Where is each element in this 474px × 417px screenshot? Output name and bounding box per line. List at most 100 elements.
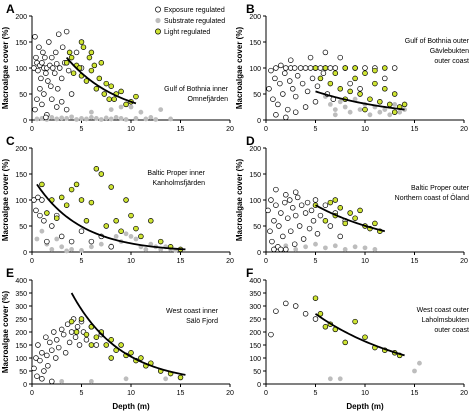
data-point bbox=[39, 181, 45, 188]
series-exposure bbox=[266, 49, 398, 121]
data-point bbox=[289, 86, 296, 92]
x-tick-label: 15 bbox=[177, 126, 185, 133]
data-point bbox=[273, 186, 279, 193]
panel-letter: D bbox=[246, 134, 255, 148]
data-point bbox=[74, 324, 81, 330]
data-point bbox=[312, 295, 319, 301]
panel-title-line: West coast inner bbox=[166, 308, 219, 315]
data-point bbox=[297, 65, 304, 71]
data-point bbox=[271, 218, 277, 224]
y-tick-label: 50 bbox=[19, 92, 27, 99]
data-point bbox=[68, 186, 75, 193]
data-point bbox=[401, 101, 408, 108]
data-point bbox=[148, 115, 154, 120]
data-point bbox=[31, 65, 37, 71]
data-point bbox=[280, 91, 286, 97]
data-point bbox=[108, 355, 114, 361]
data-point bbox=[352, 244, 358, 250]
data-point bbox=[308, 207, 315, 214]
data-point bbox=[35, 194, 41, 201]
data-point bbox=[327, 199, 334, 206]
legend-label: Substrate regulated bbox=[164, 18, 225, 25]
data-point bbox=[273, 202, 279, 208]
data-point bbox=[88, 238, 95, 245]
data-point bbox=[299, 80, 306, 87]
data-point bbox=[302, 104, 309, 110]
data-point bbox=[53, 49, 59, 56]
data-point bbox=[312, 197, 319, 203]
data-point bbox=[108, 244, 114, 250]
data-point bbox=[282, 199, 288, 206]
data-point bbox=[59, 115, 65, 121]
data-point bbox=[304, 199, 311, 206]
y-tick-label: 50 bbox=[253, 369, 261, 376]
data-point bbox=[302, 311, 309, 317]
series-substrate bbox=[34, 228, 178, 254]
data-point bbox=[80, 44, 87, 50]
data-point bbox=[73, 181, 80, 188]
data-point bbox=[113, 115, 119, 120]
data-point bbox=[89, 379, 94, 384]
y-tick-label: 100 bbox=[15, 66, 27, 73]
data-point bbox=[337, 86, 344, 92]
data-point bbox=[78, 39, 85, 45]
data-point bbox=[412, 368, 417, 374]
y-axis-label: Macroalgae cover (%) bbox=[235, 27, 244, 110]
data-point bbox=[49, 223, 55, 229]
data-point bbox=[123, 117, 129, 122]
data-point bbox=[280, 233, 286, 240]
data-point bbox=[49, 96, 55, 102]
data-point bbox=[148, 218, 154, 224]
data-point bbox=[347, 210, 353, 216]
data-point bbox=[271, 246, 277, 253]
data-point bbox=[138, 233, 144, 240]
data-point bbox=[382, 86, 388, 92]
data-point bbox=[103, 342, 109, 348]
data-point bbox=[347, 88, 353, 95]
series-substrate bbox=[34, 104, 174, 122]
fit-curve bbox=[36, 183, 186, 251]
data-point bbox=[83, 78, 90, 84]
y-tick-label: 150 bbox=[15, 343, 27, 350]
data-point bbox=[34, 116, 40, 122]
data-point bbox=[103, 80, 109, 87]
data-point bbox=[37, 357, 43, 364]
data-point bbox=[314, 231, 321, 237]
series-exposure bbox=[268, 300, 319, 338]
data-point bbox=[277, 80, 283, 87]
data-point bbox=[89, 115, 94, 120]
data-point bbox=[362, 106, 368, 113]
data-point bbox=[31, 365, 37, 372]
data-point bbox=[34, 373, 40, 379]
x-tick-label: 15 bbox=[411, 390, 419, 397]
x-tick-label: 15 bbox=[177, 258, 185, 265]
legend-marker bbox=[155, 17, 161, 24]
data-point bbox=[68, 54, 75, 61]
x-tick-label: 5 bbox=[80, 390, 84, 397]
data-point bbox=[43, 334, 49, 340]
data-point bbox=[302, 65, 309, 71]
data-point bbox=[41, 218, 47, 224]
data-point bbox=[44, 352, 50, 359]
data-point bbox=[88, 67, 95, 74]
data-point bbox=[68, 238, 75, 245]
y-tick-label: 150 bbox=[249, 343, 261, 350]
panel-title: Gulf of Bothnia outer Gävlebukten outer co… bbox=[405, 38, 470, 65]
data-point bbox=[58, 99, 65, 105]
data-point bbox=[138, 355, 144, 361]
data-point bbox=[88, 49, 95, 56]
data-point bbox=[292, 109, 299, 115]
data-point bbox=[337, 205, 344, 211]
data-point bbox=[45, 78, 51, 84]
data-point bbox=[128, 350, 134, 356]
data-point bbox=[123, 231, 129, 237]
x-axis-label: Depth (m) bbox=[112, 402, 150, 411]
data-point bbox=[347, 109, 353, 115]
data-point bbox=[291, 65, 298, 71]
data-point bbox=[307, 54, 314, 61]
data-point bbox=[49, 347, 55, 353]
data-point bbox=[83, 337, 90, 343]
data-point bbox=[397, 109, 403, 115]
data-point bbox=[310, 218, 317, 224]
